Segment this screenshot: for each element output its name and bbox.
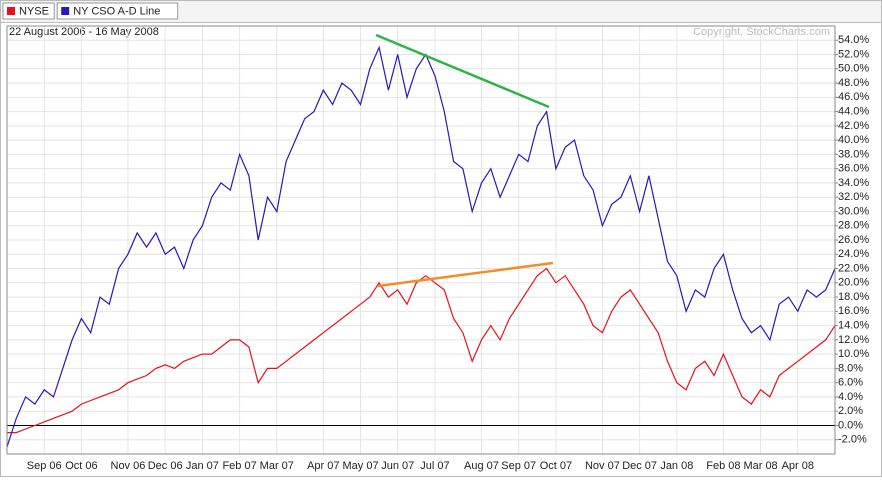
y-tick-label: 18.0% bbox=[838, 291, 869, 303]
y-tick-label: 16.0% bbox=[838, 305, 869, 317]
legend: NYSE NY CSO A-D Line bbox=[2, 2, 179, 20]
y-tick-label: 12.0% bbox=[838, 334, 869, 346]
y-tick-label: 6.0% bbox=[838, 377, 863, 389]
x-tick-label: Dec 06 bbox=[148, 460, 183, 472]
x-tick-label: Jun 07 bbox=[381, 460, 414, 472]
y-tick-label: 38.0% bbox=[838, 148, 869, 160]
y-tick-label: 52.0% bbox=[838, 48, 869, 60]
plot-area bbox=[6, 26, 836, 454]
x-tick-label: Jan 07 bbox=[186, 460, 219, 472]
y-tick-label: 8.0% bbox=[838, 362, 863, 374]
y-tick-label: 20.0% bbox=[838, 277, 869, 289]
y-tick-label: 30.0% bbox=[838, 205, 869, 217]
y-tick-label: 22.0% bbox=[838, 262, 869, 274]
y-tick-label: 24.0% bbox=[838, 248, 869, 260]
x-tick-label: Feb 07 bbox=[222, 460, 256, 472]
x-tick-label: Apr 08 bbox=[782, 460, 814, 472]
y-tick-label: 0.0% bbox=[838, 419, 863, 431]
y-tick-label: 14.0% bbox=[838, 320, 869, 332]
legend-swatch bbox=[61, 7, 70, 15]
y-tick-label: -2.0% bbox=[838, 434, 867, 446]
x-tick-label: Mar 07 bbox=[260, 460, 294, 472]
y-tick-label: 50.0% bbox=[838, 63, 869, 75]
x-tick-label: Jul 07 bbox=[420, 460, 449, 472]
y-tick-label: 36.0% bbox=[838, 163, 869, 175]
y-tick-label: 34.0% bbox=[838, 177, 869, 189]
y-tick-label: 10.0% bbox=[838, 348, 869, 360]
x-tick-label: Mar 08 bbox=[743, 460, 777, 472]
y-tick-label: 2.0% bbox=[838, 405, 863, 417]
legend-label: NY CSO A-D Line bbox=[73, 5, 160, 17]
y-tick-label: 54.0% bbox=[838, 34, 869, 46]
y-tick-label: 40.0% bbox=[838, 134, 869, 146]
x-tick-label: Oct 07 bbox=[540, 460, 572, 472]
data-line bbox=[6, 45, 836, 448]
trend-line bbox=[377, 261, 554, 288]
y-tick-label: 4.0% bbox=[838, 391, 863, 403]
y-tick-label: 46.0% bbox=[838, 91, 869, 103]
y-tick-label: 48.0% bbox=[838, 77, 869, 89]
x-tick-label: Jan 08 bbox=[660, 460, 693, 472]
y-tick-label: 42.0% bbox=[838, 120, 869, 132]
subtitle: 22 August 2006 - 16 May 2008 bbox=[9, 26, 159, 38]
x-tick-label: Sep 07 bbox=[501, 460, 536, 472]
legend-label: NYSE bbox=[19, 5, 49, 17]
x-tick-label: Nov 07 bbox=[585, 460, 620, 472]
trend-line bbox=[375, 33, 550, 109]
x-tick-label: Apr 07 bbox=[307, 460, 339, 472]
y-tick-label: 44.0% bbox=[838, 106, 869, 118]
y-tick-label: 32.0% bbox=[838, 191, 869, 203]
x-tick-label: Sep 06 bbox=[27, 460, 62, 472]
x-tick-label: Oct 06 bbox=[65, 460, 97, 472]
y-tick-label: 28.0% bbox=[838, 220, 869, 232]
legend-item bbox=[56, 2, 179, 20]
x-tick-label: Feb 08 bbox=[706, 460, 740, 472]
y-tick-label: 26.0% bbox=[838, 234, 869, 246]
legend-swatch bbox=[7, 7, 15, 15]
x-tick-label: May 07 bbox=[342, 460, 378, 472]
x-tick-label: Nov 06 bbox=[111, 460, 146, 472]
x-tick-label: Dec 07 bbox=[622, 460, 657, 472]
x-tick-label: Aug 07 bbox=[464, 460, 499, 472]
legend-item bbox=[2, 2, 55, 20]
copyright: Copyright, StockCharts.com bbox=[693, 26, 830, 38]
